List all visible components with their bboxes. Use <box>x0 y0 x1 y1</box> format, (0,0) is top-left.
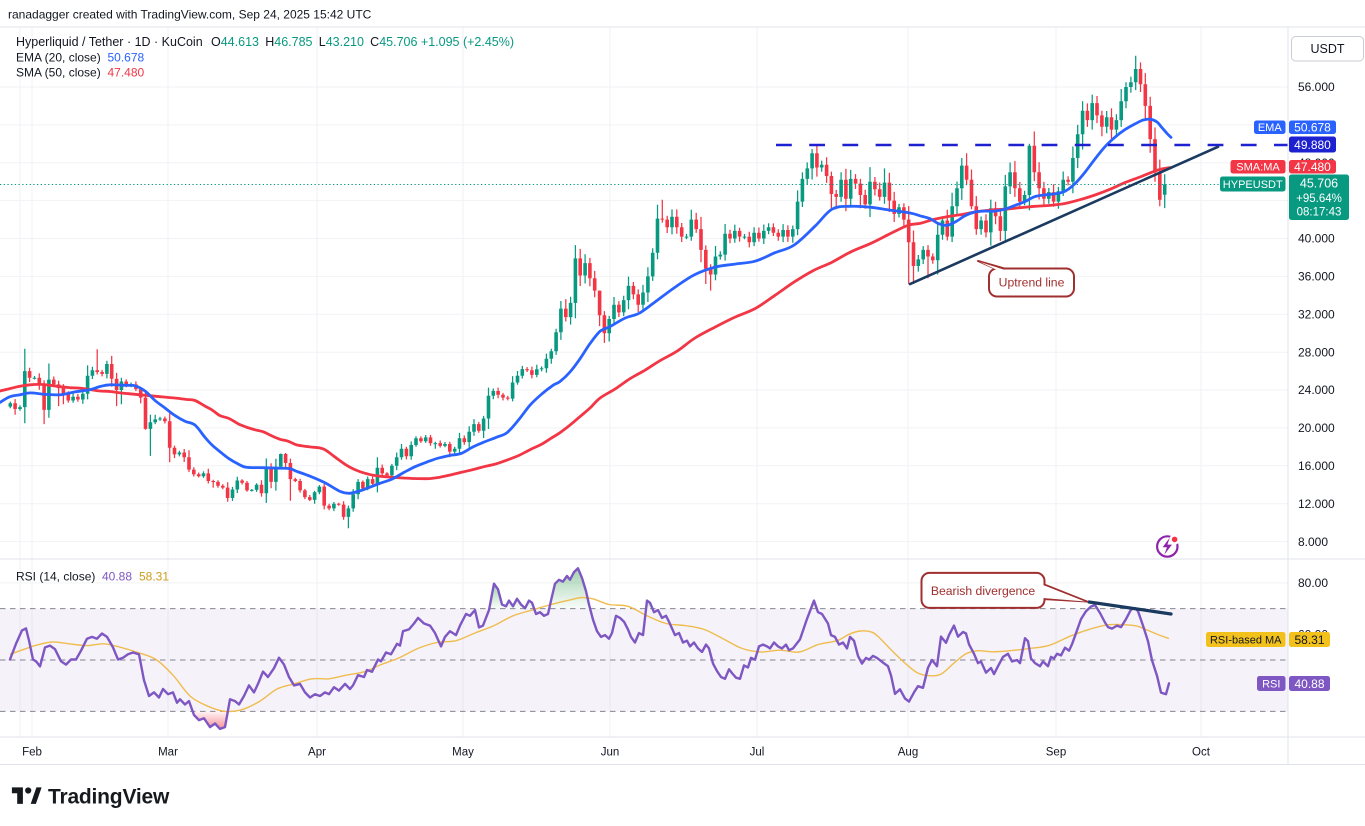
svg-text:EMA: EMA <box>1258 122 1283 134</box>
svg-text:50.678: 50.678 <box>1294 121 1331 135</box>
svg-text:12.000: 12.000 <box>1298 497 1335 511</box>
svg-text:SMA:MA: SMA:MA <box>1236 162 1280 174</box>
svg-text:Jul: Jul <box>750 747 765 759</box>
svg-text:May: May <box>452 747 474 759</box>
svg-text:RSI (14, close): RSI (14, close) <box>16 570 95 584</box>
svg-text:28.000: 28.000 <box>1298 345 1335 359</box>
svg-text:20.000: 20.000 <box>1298 421 1335 435</box>
svg-text:58.31: 58.31 <box>139 570 169 584</box>
svg-text:58.31: 58.31 <box>1294 633 1324 647</box>
svg-text:USDT: USDT <box>1310 42 1344 56</box>
svg-text:+95.64%: +95.64% <box>1296 193 1342 205</box>
svg-text:24.000: 24.000 <box>1298 383 1335 397</box>
svg-text:16.000: 16.000 <box>1298 459 1335 473</box>
svg-text:O44.613 H46.785 L43.210 C45.70: O44.613 H46.785 L43.210 C45.706 +1.095 (… <box>211 35 514 49</box>
svg-text:56.000: 56.000 <box>1298 80 1335 94</box>
svg-text:40.000: 40.000 <box>1298 232 1335 246</box>
svg-text:TradingView: TradingView <box>48 786 170 809</box>
svg-text:08:17:43: 08:17:43 <box>1297 207 1342 219</box>
svg-text:Jun: Jun <box>601 747 620 759</box>
svg-text:Oct: Oct <box>1192 747 1211 759</box>
svg-text:47.480: 47.480 <box>108 66 145 80</box>
svg-text:45.706: 45.706 <box>1300 177 1338 191</box>
svg-text:Hyperliquid / Tether · 1D · Ku: Hyperliquid / Tether · 1D · KuCoin <box>16 35 203 49</box>
svg-text:49.880: 49.880 <box>1294 138 1331 152</box>
svg-text:40.88: 40.88 <box>102 570 132 584</box>
svg-text:Bearish divergence: Bearish divergence <box>931 584 1036 598</box>
svg-text:50.678: 50.678 <box>108 51 145 65</box>
svg-text:ranadagger created with Tradin: ranadagger created with TradingView.com,… <box>8 8 372 22</box>
svg-text:36.000: 36.000 <box>1298 270 1335 284</box>
svg-text:Uptrend line: Uptrend line <box>999 276 1065 290</box>
svg-text:Feb: Feb <box>22 747 42 759</box>
svg-text:Sep: Sep <box>1046 747 1066 759</box>
svg-text:SMA (50, close): SMA (50, close) <box>16 66 101 80</box>
svg-text:47.480: 47.480 <box>1294 160 1331 174</box>
svg-text:Aug: Aug <box>898 747 918 759</box>
svg-text:HYPEUSDT: HYPEUSDT <box>1223 179 1283 191</box>
svg-text:32.000: 32.000 <box>1298 308 1335 322</box>
svg-text:8.000: 8.000 <box>1298 535 1328 549</box>
svg-text:40.88: 40.88 <box>1294 677 1324 691</box>
svg-text:80.00: 80.00 <box>1298 576 1328 590</box>
svg-text:RSI: RSI <box>1262 679 1280 691</box>
svg-text:Apr: Apr <box>308 747 326 759</box>
svg-text:Mar: Mar <box>158 747 178 759</box>
svg-text:RSI-based MA: RSI-based MA <box>1210 635 1282 647</box>
svg-text:EMA (20, close): EMA (20, close) <box>16 51 101 65</box>
